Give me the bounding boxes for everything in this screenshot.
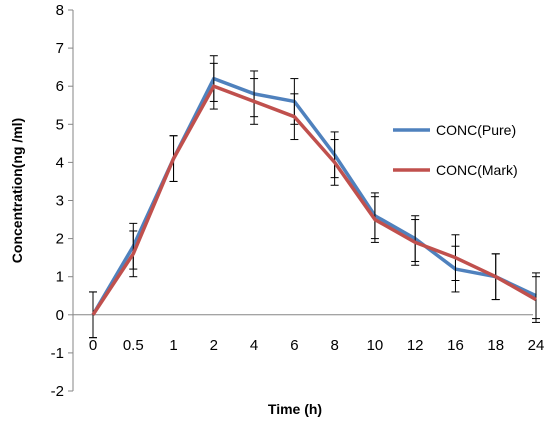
y-tick-label: 1	[56, 269, 64, 286]
series-group	[89, 55, 540, 339]
x-tick-labels: 0 0.5 1 2 4 6 8 10 12 16 18 24	[89, 337, 545, 354]
y-tick-label: 6	[56, 78, 64, 95]
y-tick-label: 4	[56, 154, 64, 171]
y-tick-label: -1	[51, 345, 64, 362]
x-tick-label: 24	[528, 337, 545, 354]
x-tick-label: 0.5	[123, 337, 144, 354]
x-tick-label: 16	[447, 337, 464, 354]
y-axis-title: Concentration(ng /ml)	[9, 118, 25, 263]
y-tick-label: 7	[56, 40, 64, 57]
axes	[72, 10, 533, 391]
y-tick-label: 3	[56, 193, 64, 210]
legend-label: CONC(Pure)	[436, 122, 516, 138]
series-line	[91, 76, 537, 316]
y-tick-label: 2	[56, 231, 64, 248]
x-tick-label: 0	[89, 337, 97, 354]
legend-label: CONC(Mark)	[436, 162, 518, 178]
x-tick-label: 1	[169, 337, 177, 354]
legend: CONC(Pure) CONC(Mark)	[393, 122, 518, 178]
y-tick-label: 5	[56, 116, 64, 133]
legend-item: CONC(Pure)	[393, 122, 516, 138]
x-tick-label: 6	[290, 337, 298, 354]
y-tick-labels: -2 -1 0 1 2 3 4 5 6 7 8	[51, 2, 73, 400]
y-tick-label: -2	[51, 383, 64, 400]
legend-item: CONC(Mark)	[393, 162, 518, 178]
y-tick-label: 0	[56, 307, 64, 324]
x-tick-label: 2	[210, 337, 218, 354]
x-tick-label: 4	[250, 337, 258, 354]
series-1	[89, 62, 540, 339]
x-tick-label: 12	[407, 337, 424, 354]
x-tick-label: 18	[487, 337, 504, 354]
x-tick-label: 8	[330, 337, 338, 354]
x-tick-label: 10	[367, 337, 384, 354]
x-axis-title: Time (h)	[268, 401, 322, 417]
y-tick-label: 8	[56, 2, 64, 19]
series-line	[91, 84, 537, 316]
